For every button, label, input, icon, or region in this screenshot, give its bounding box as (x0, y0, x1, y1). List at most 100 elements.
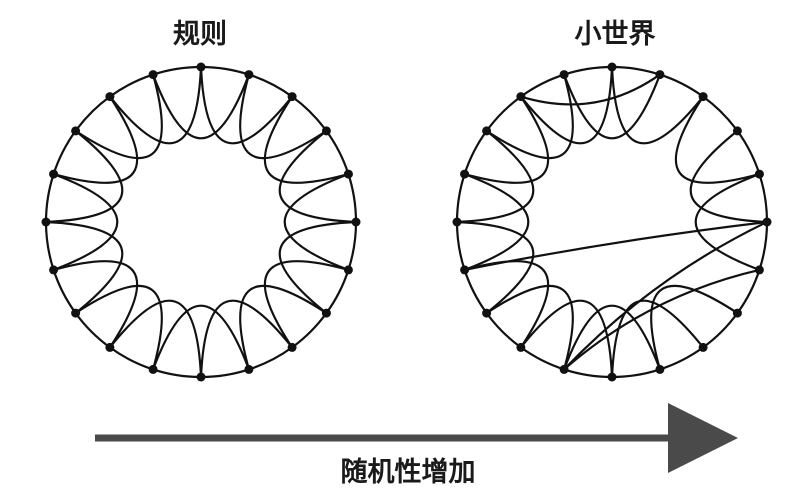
neighbor-edge (520, 299, 614, 378)
ring-edge (758, 173, 769, 223)
network-node (148, 364, 158, 374)
regular-nodes (41, 62, 361, 382)
neighbor-edge (53, 95, 139, 184)
ring-edge (248, 73, 293, 98)
ring-edge (485, 95, 522, 132)
ring-edge (74, 312, 111, 349)
ring-edge (347, 221, 358, 271)
neighbor-edge (520, 66, 614, 145)
network-node (559, 364, 569, 374)
neighbor-edge (109, 66, 203, 145)
rewired-edge (464, 220, 768, 271)
network-node (607, 62, 617, 72)
small-world-nodes (452, 62, 772, 382)
network-node (732, 308, 742, 318)
neighbor-edge (53, 260, 139, 349)
neighbor-edge (239, 74, 328, 160)
neighbor-edge (563, 304, 661, 370)
ring-edge (659, 346, 704, 371)
ring-edge (485, 312, 522, 349)
ring-edge (325, 130, 350, 175)
neighbor-edge (109, 299, 203, 378)
neighbor-edge (53, 173, 119, 271)
ring-edge (736, 130, 761, 175)
network-node (196, 372, 206, 382)
network-node (148, 70, 158, 80)
network-node (732, 126, 742, 136)
ring-edge (520, 346, 565, 371)
network-node (105, 92, 115, 102)
network-node (516, 92, 526, 102)
ring-edge (52, 269, 77, 314)
regular-edges (44, 65, 358, 379)
neighbor-edge (199, 66, 293, 145)
network-node (196, 62, 206, 72)
regular-ring-network (41, 62, 361, 382)
neighbor-edge (152, 304, 250, 370)
neighbor-edge (152, 74, 250, 140)
network-node (482, 126, 492, 136)
randomness-increase-label: 随机性增加 (340, 457, 476, 488)
network-node (49, 169, 59, 179)
small-world-label: 小世界 (574, 19, 656, 50)
ring-edge (152, 65, 202, 76)
rewired-edge (563, 221, 768, 371)
neighbor-edge (464, 173, 530, 271)
network-node (105, 342, 115, 352)
network-node (244, 364, 254, 374)
ring-edge (455, 173, 466, 223)
neighbor-edge (650, 284, 739, 370)
network-node (754, 169, 764, 179)
network-node (287, 92, 297, 102)
ring-edge (44, 221, 55, 271)
ring-edge (248, 346, 293, 371)
ring-edge (736, 269, 761, 314)
neighbor-edge (263, 260, 349, 349)
ring-edge (563, 368, 613, 379)
ring-edge (152, 368, 202, 379)
rewired-edge (520, 73, 661, 106)
regular-label: 规则 (173, 19, 227, 50)
neighbor-edge (694, 173, 760, 271)
neighbor-edge (239, 284, 328, 370)
network-node (343, 265, 353, 275)
ring-edge (611, 368, 661, 379)
neighbor-edge (689, 130, 768, 224)
network-node (321, 126, 331, 136)
neighbor-edge (456, 220, 535, 314)
network-node (460, 265, 470, 275)
network-node (343, 169, 353, 179)
ring-edge (200, 65, 250, 76)
network-node (41, 217, 51, 227)
neighbor-edge (278, 130, 357, 224)
network-node (71, 308, 81, 318)
neighbor-edge (563, 74, 661, 140)
network-node (351, 217, 361, 227)
neighbor-edge (456, 130, 535, 224)
network-node (607, 372, 617, 382)
network-node (559, 70, 569, 80)
ring-edge (325, 269, 350, 314)
neighbor-edge (45, 220, 124, 314)
small-world-edges (455, 65, 769, 379)
neighbor-edge (485, 284, 574, 370)
ring-edge (659, 73, 704, 98)
neighbor-edge (199, 299, 293, 378)
neighbor-edge (283, 173, 349, 271)
ring-edge (200, 368, 250, 379)
ring-edge (52, 130, 77, 175)
network-node (287, 342, 297, 352)
network-node (698, 342, 708, 352)
ring-edge (74, 95, 111, 132)
neighbor-edge (263, 95, 349, 184)
network-node (452, 217, 462, 227)
network-node (655, 70, 665, 80)
network-node (244, 70, 254, 80)
rewired-edge (563, 268, 760, 371)
network-node (482, 308, 492, 318)
ring-edge (347, 173, 358, 223)
network-node (754, 265, 764, 275)
neighbor-edge (74, 74, 163, 160)
ring-edge (563, 65, 613, 76)
ring-edge (702, 312, 739, 349)
